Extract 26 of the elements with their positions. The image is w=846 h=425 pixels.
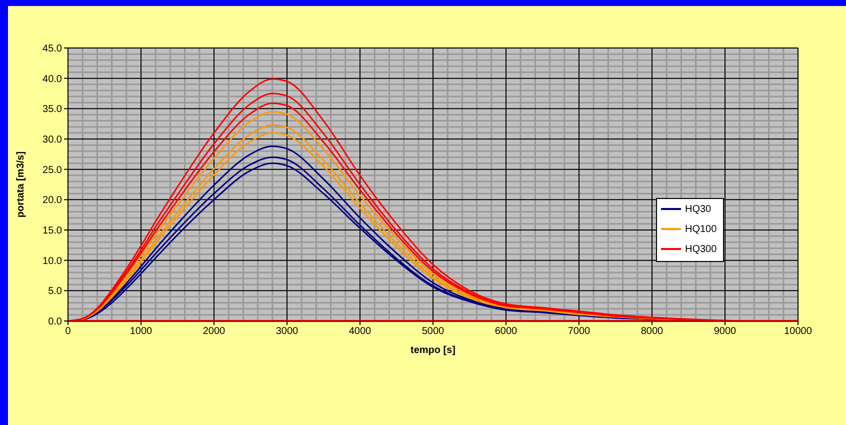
y-axis-title: portata [m3/s] bbox=[16, 151, 27, 218]
x-tick-label: 0 bbox=[65, 326, 72, 338]
x-tick-label: 1000 bbox=[130, 326, 153, 338]
legend-label: HQ30 bbox=[685, 204, 712, 214]
y-tick-label: 5.0 bbox=[48, 286, 62, 298]
x-tick-label: 5000 bbox=[422, 326, 445, 338]
x-tick-label: 4000 bbox=[348, 326, 372, 338]
x-axis-title: tempo [s] bbox=[410, 345, 456, 356]
x-tick-label: 8000 bbox=[640, 326, 664, 338]
y-tick-label: 25.0 bbox=[42, 164, 62, 176]
legend-label: HQ300 bbox=[685, 244, 717, 254]
y-tick-label: 40.0 bbox=[42, 74, 62, 85]
x-tick-label: 2000 bbox=[202, 326, 226, 338]
x-tick-label: 3000 bbox=[276, 326, 299, 338]
x-tick-label: 10000 bbox=[784, 326, 812, 338]
legend-label: HQ100 bbox=[685, 224, 717, 234]
y-tick-label: 35.0 bbox=[42, 104, 62, 116]
y-tick-label: 15.0 bbox=[42, 226, 62, 237]
x-tick-label: 9000 bbox=[714, 326, 737, 338]
x-tick-label: 7000 bbox=[568, 326, 591, 338]
y-tick-label: 10.0 bbox=[42, 256, 62, 267]
y-tick-label: 0.0 bbox=[48, 316, 62, 328]
y-tick-label: 45.0 bbox=[42, 44, 62, 55]
y-tick-label: 20.0 bbox=[42, 195, 62, 206]
x-tick-label: 6000 bbox=[494, 326, 518, 338]
y-tick-label: 30.0 bbox=[42, 134, 62, 146]
